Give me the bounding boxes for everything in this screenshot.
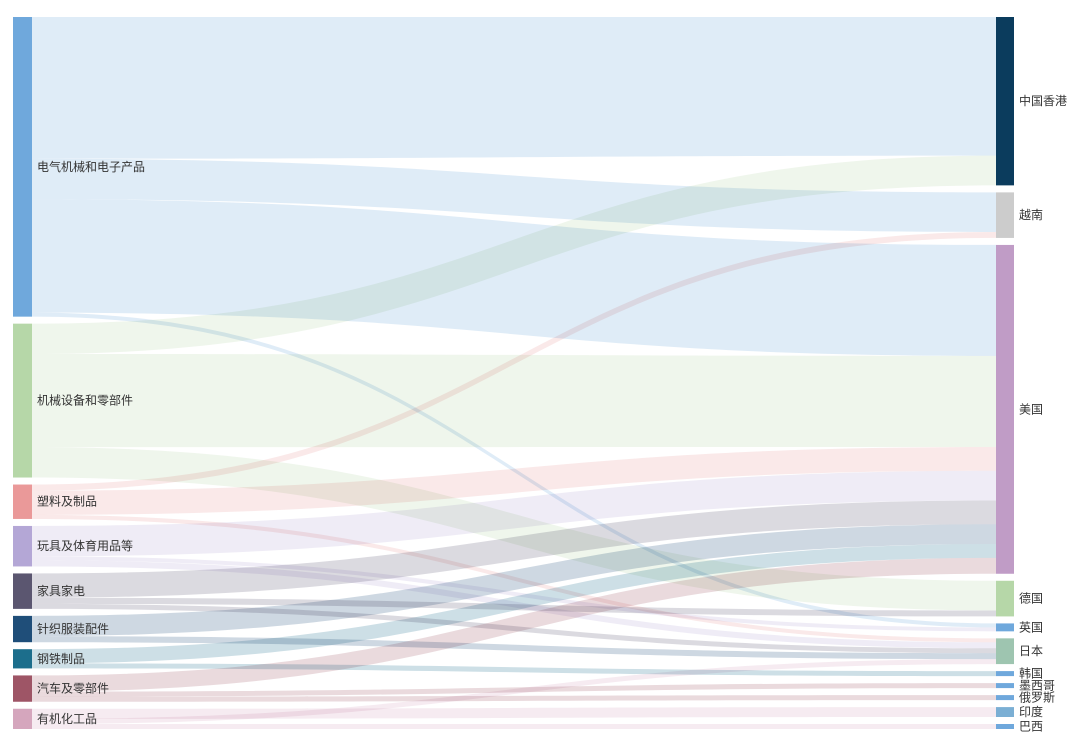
- labels-layer: 电气机械和电子产品机械设备和零部件塑料及制品玩具及体育用品等家具家电针织服装配件…: [37, 93, 1067, 733]
- source-node-label: 钢铁制品: [37, 652, 85, 666]
- source-node-label: 塑料及制品: [37, 494, 97, 509]
- target-node-bar: [996, 580, 1014, 617]
- target-node-bar: [996, 707, 1014, 717]
- target-node-label: 印度: [1019, 704, 1043, 719]
- sankey-link: [32, 723, 996, 729]
- sankey-link: [32, 659, 996, 724]
- target-node-label: 越南: [1019, 207, 1043, 222]
- sankey-link: [32, 557, 996, 692]
- target-node-label: 韩国: [1019, 666, 1043, 681]
- source-node-label: 电气机械和电子产品: [37, 159, 145, 174]
- sankey-link: [32, 446, 996, 515]
- target-node-bar: [996, 17, 1014, 186]
- target-node-label: 巴西: [1019, 720, 1043, 734]
- target-node-bar: [996, 724, 1014, 729]
- target-node-bar: [996, 683, 1014, 689]
- source-node-label: 玩具及体育用品等: [37, 538, 133, 553]
- source-node-label: 针织服装配件: [37, 621, 109, 636]
- links-layer: [32, 17, 996, 729]
- target-node-label: 英国: [1019, 620, 1043, 634]
- target-node-bar: [996, 244, 1014, 574]
- source-node-bar: [13, 649, 32, 669]
- target-node-label: 德国: [1019, 591, 1043, 606]
- sankey-link: [32, 231, 996, 491]
- target-node-label: 日本: [1019, 644, 1043, 658]
- target-node-label: 俄罗斯: [1019, 691, 1055, 705]
- sankey-link: [32, 470, 996, 557]
- target-node-bar: [996, 695, 1014, 701]
- sankey-link: [32, 158, 996, 232]
- source-node-bar: [13, 525, 32, 567]
- target-node-label: 中国香港: [1019, 93, 1067, 108]
- source-node-bar: [13, 17, 32, 317]
- target-node-label: 美国: [1019, 402, 1043, 416]
- target-node-bar: [996, 671, 1014, 677]
- target-node-bar: [996, 623, 1014, 632]
- source-node-bar: [13, 675, 32, 702]
- sankey-link: [32, 524, 996, 637]
- source-node-bar: [13, 484, 32, 519]
- source-node-label: 机械设备和零部件: [37, 393, 133, 408]
- target-node-bar: [996, 192, 1014, 238]
- source-node-bar: [13, 615, 32, 643]
- target-node-label: 墨西哥: [1019, 679, 1055, 693]
- sankey-link: [32, 544, 996, 664]
- sankey-link: [32, 17, 996, 159]
- sankey-link: [32, 695, 996, 702]
- sankey-link: [32, 354, 996, 448]
- sankey-link: [32, 500, 996, 598]
- source-node-label: 汽车及零部件: [37, 681, 109, 696]
- source-node-bar: [13, 323, 32, 478]
- source-node-label: 有机化工品: [37, 712, 97, 726]
- target-node-bar: [996, 638, 1014, 665]
- nodes-layer: [13, 17, 1014, 729]
- source-node-bar: [13, 573, 32, 609]
- source-node-bar: [13, 708, 32, 729]
- sankey-link: [32, 556, 996, 632]
- sankey-link: [32, 155, 996, 355]
- source-node-label: 家具家电: [37, 583, 85, 598]
